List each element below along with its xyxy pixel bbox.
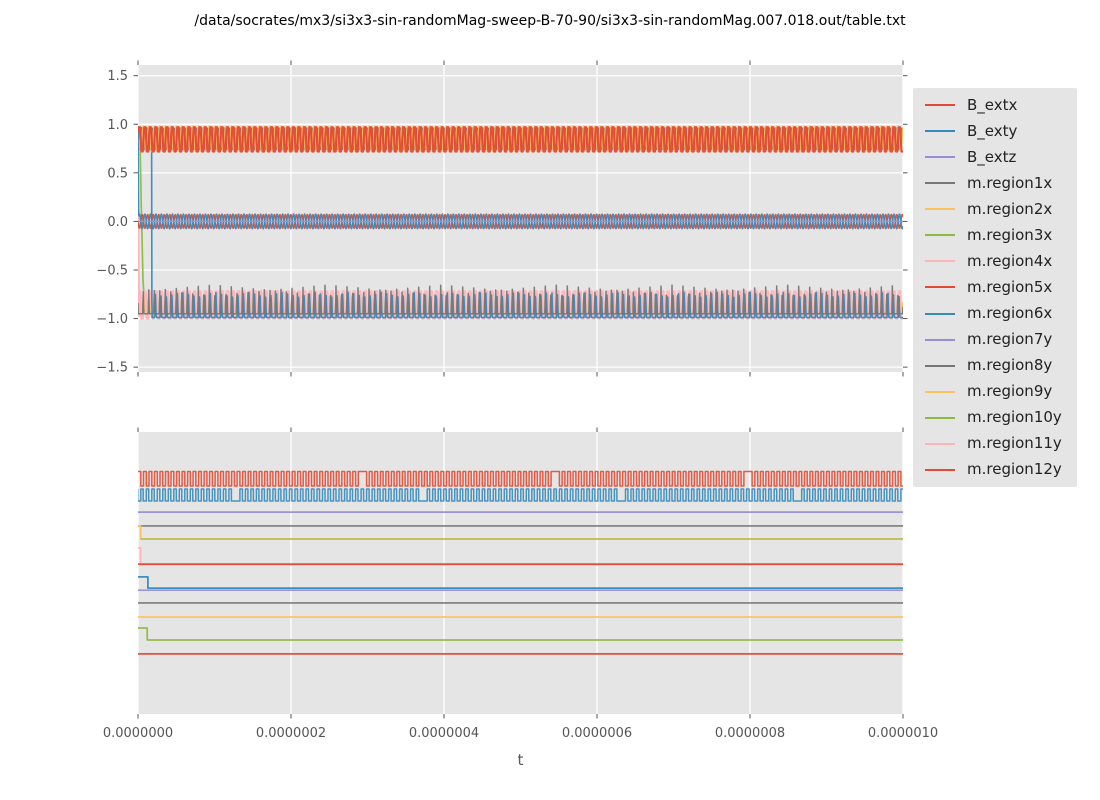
figure-title: /data/socrates/mx3/si3x3-sin-randomMag-s…: [194, 13, 906, 29]
series-m.region6x: [138, 126, 903, 319]
legend-label: m.region1x: [967, 173, 1053, 192]
x-tick-label: 0.0000010: [867, 726, 939, 741]
y-tick-label: −0.5: [96, 263, 128, 278]
legend-label: m.region7y: [967, 330, 1053, 349]
y-tick-label: 1.0: [107, 118, 128, 133]
legend-swatch-icon: [925, 156, 955, 159]
series-m.region6x: [138, 576, 903, 589]
legend-item-m.region7y: m.region7y: [913, 332, 1077, 347]
x-tick-label: 0.0000000: [102, 726, 174, 741]
legend-label: m.region9y: [967, 382, 1053, 401]
legend-swatch-icon: [925, 182, 955, 185]
legend-item-m.region3x: m.region3x: [913, 225, 1077, 244]
legend-item-B_extz: B_extz: [913, 147, 1077, 166]
legend-item-m.region11y: m.region11y: [913, 436, 1077, 451]
legend-item-m.region10y: m.region10y: [913, 410, 1077, 425]
legend-swatch-icon: [925, 338, 955, 341]
legend-label: B_exty: [967, 121, 1018, 140]
y-tick-label: 0.0: [107, 215, 128, 230]
legend-item-m.region12y: m.region12y: [913, 462, 1077, 477]
legend-item-m.region2x: m.region2x: [913, 199, 1077, 218]
legend-swatch-icon: [925, 104, 955, 107]
legend-label: m.region8y: [967, 356, 1053, 375]
legend-swatch-icon: [925, 364, 955, 367]
legend-label: B_extx: [967, 95, 1018, 114]
series-B_exty: [138, 131, 903, 230]
legend-label: m.region3x: [967, 225, 1053, 244]
series-B_exty: [138, 488, 903, 502]
legend-swatch-icon: [925, 286, 955, 289]
legend-label: m.region10y: [967, 408, 1062, 427]
legend-swatch-icon: [925, 416, 955, 419]
x-tick-label: 0.0000002: [255, 726, 327, 741]
legend-label: m.region6x: [967, 304, 1053, 323]
y-tick-label: −1.0: [96, 312, 128, 327]
x-tick-label: 0.0000004: [408, 726, 480, 741]
legend-label: B_extz: [967, 147, 1017, 166]
legend-item-m.region6x: m.region6x: [913, 306, 1077, 321]
legend-item-m.region8y: m.region8y: [913, 358, 1077, 373]
legend: B_extx B_exty B_extz m.region1x m.region2x m.…: [913, 88, 1077, 487]
series-m.region8y: [138, 284, 903, 315]
legend-label: m.region5x: [967, 277, 1053, 296]
legend-item-m.region4x: m.region4x: [913, 251, 1077, 270]
x-tick-label: 0.0000006: [561, 726, 633, 741]
legend-swatch-icon: [925, 312, 955, 315]
series-m.region4x: [138, 211, 903, 320]
legend-swatch-icon: [925, 234, 955, 237]
series-B_extx: [138, 126, 903, 153]
legend-item-m.region5x: m.region5x: [913, 277, 1077, 296]
legend-label: m.region11y: [967, 434, 1062, 453]
legend-swatch-icon: [925, 130, 955, 133]
y-tick-label: 0.5: [107, 166, 128, 181]
legend-label: m.region12y: [967, 460, 1062, 479]
series-m.region10y: [138, 627, 903, 641]
x-axis-label: t: [517, 751, 524, 769]
legend-item-m.region1x: m.region1x: [913, 173, 1077, 192]
legend-swatch-icon: [925, 468, 955, 471]
legend-label: m.region4x: [967, 251, 1053, 270]
legend-item-B_extx: B_extx: [913, 95, 1077, 114]
series-B_extx: [138, 470, 903, 487]
legend-swatch-icon: [925, 208, 955, 211]
legend-label: m.region2x: [967, 199, 1053, 218]
legend-item-m.region9y: m.region9y: [913, 384, 1077, 399]
legend-swatch-icon: [925, 390, 955, 393]
legend-swatch-icon: [925, 442, 955, 445]
y-tick-label: 1.5: [107, 69, 128, 84]
x-tick-label: 0.0000008: [714, 726, 786, 741]
legend-item-B_exty: B_exty: [913, 121, 1077, 140]
y-tick-label: −1.5: [96, 361, 128, 376]
legend-swatch-icon: [925, 260, 955, 263]
